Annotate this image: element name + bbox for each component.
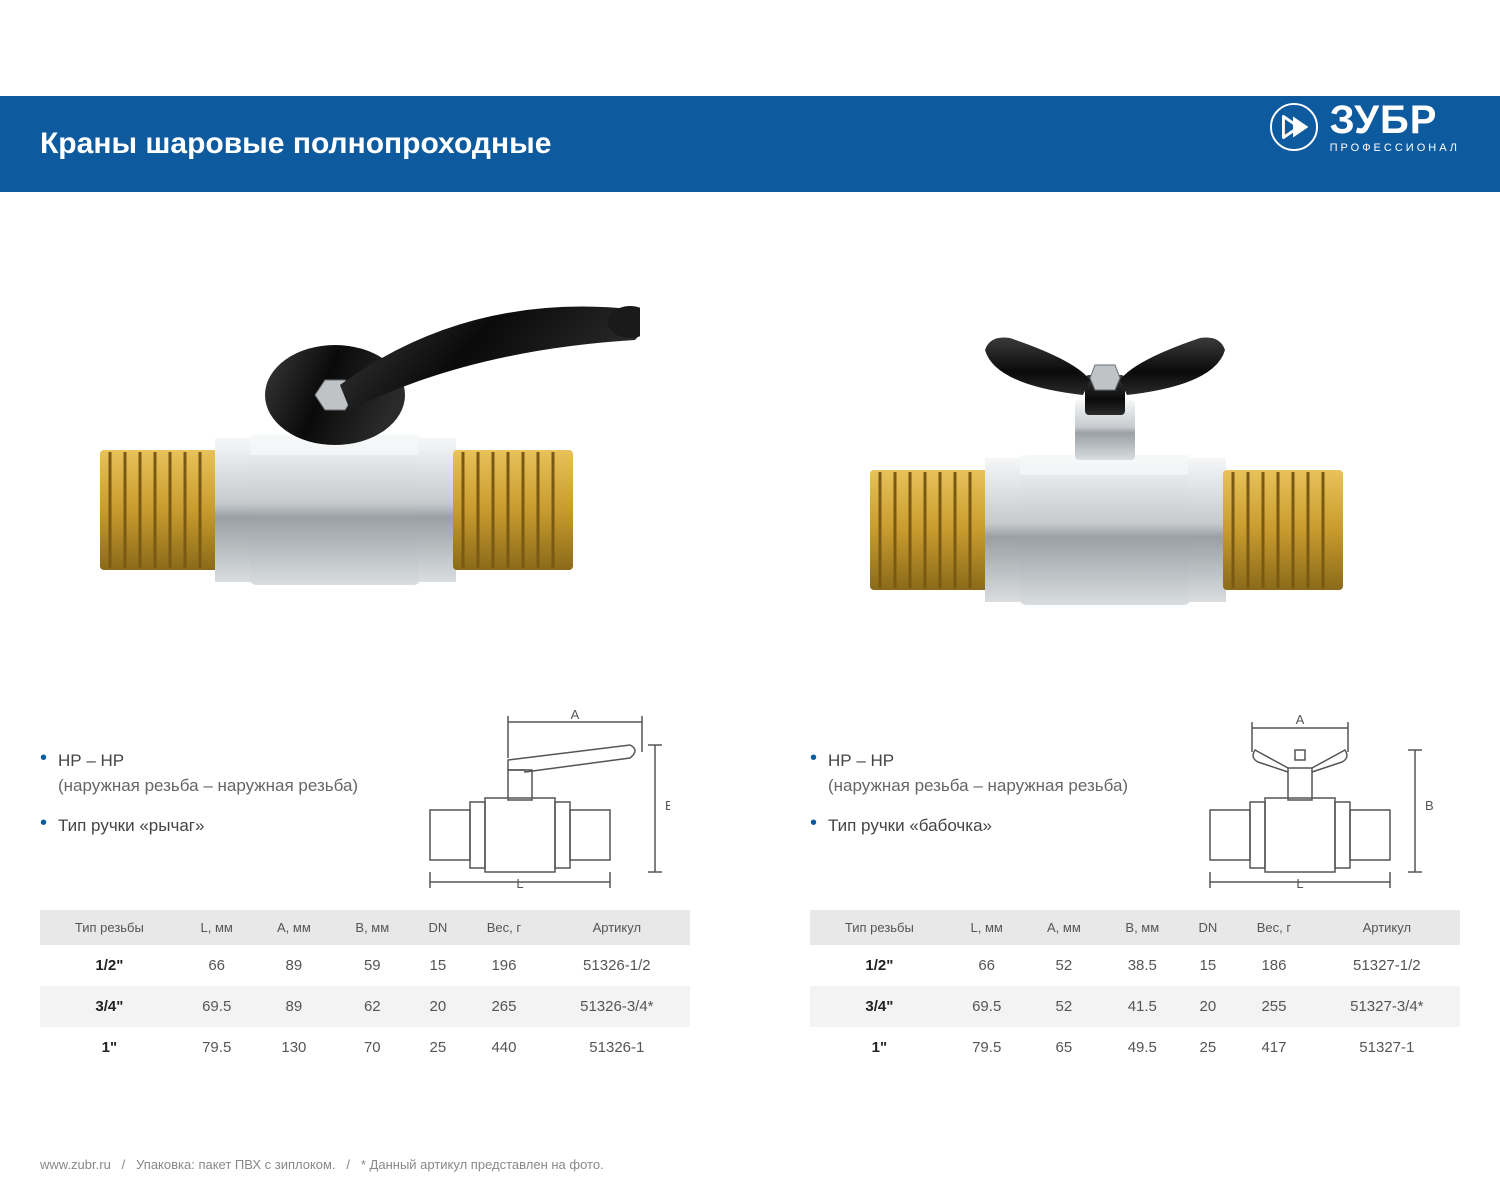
table-row: 1"79.5130702544051326-1 xyxy=(40,1027,690,1068)
footer-note: * Данный артикул представлен на фото. xyxy=(361,1157,604,1172)
conn-sub: (наружная резьба – наружная резьба) xyxy=(58,776,358,795)
svg-text:L: L xyxy=(1296,876,1303,890)
conn-label: НР – НР xyxy=(828,751,894,770)
spec-table-butterfly: Тип резьбыL, мм A, ммB, мм DNВес, г Арти… xyxy=(810,910,1460,1068)
svg-text:L: L xyxy=(516,876,523,890)
table-row: 1/2"6689591519651326-1/2 xyxy=(40,945,690,986)
conn-sub: (наружная резьба – наружная резьба) xyxy=(828,776,1128,795)
valve-photo-lever xyxy=(40,230,690,690)
schematic-butterfly: L A B xyxy=(1160,710,1440,890)
conn-label: НР – НР xyxy=(58,751,124,770)
desc-butterfly: НР – НР (наружная резьба – наружная резь… xyxy=(810,748,1140,853)
brand-sub: ПРОФЕССИОНАЛ xyxy=(1330,142,1460,154)
footer: www.zubr.ru / Упаковка: пакет ПВХ с зипл… xyxy=(40,1157,604,1172)
valve-photo-butterfly xyxy=(810,230,1460,690)
table-row: 1"79.56549.52541751327-1 xyxy=(810,1027,1460,1068)
page-title: Краны шаровые полнопроходные xyxy=(40,127,551,161)
desc-lever: НР – НР (наружная резьба – наружная резь… xyxy=(40,748,370,853)
svg-text:B: B xyxy=(665,798,670,813)
spec-table-lever: Тип резьбыL, мм A, ммB, мм DNВес, г Арти… xyxy=(40,910,690,1068)
content-grid: НР – НР (наружная резьба – наружная резь… xyxy=(40,230,1460,1140)
panel-butterfly: НР – НР (наружная резьба – наружная резь… xyxy=(810,230,1460,1140)
footer-pack: Упаковка: пакет ПВХ с зиплоком. xyxy=(136,1157,335,1172)
table-row: 3/4"69.589622026551326-3/4* xyxy=(40,986,690,1027)
svg-text:B: B xyxy=(1425,798,1434,813)
handle-type-lever: Тип ручки «рычаг» xyxy=(40,813,370,839)
brand-logo: ЗУБР ПРОФЕССИОНАЛ xyxy=(1270,100,1460,154)
brand-name: ЗУБР xyxy=(1330,100,1438,140)
logo-arrows-icon xyxy=(1270,103,1318,151)
table-row: 1/2"665238.51518651327-1/2 xyxy=(810,945,1460,986)
footer-site: www.zubr.ru xyxy=(40,1157,111,1172)
svg-text:A: A xyxy=(571,710,580,722)
svg-text:A: A xyxy=(1296,712,1305,727)
panel-lever: НР – НР (наружная резьба – наружная резь… xyxy=(40,230,690,1140)
schematic-lever: L A B xyxy=(390,710,670,890)
table-row: 3/4"69.55241.52025551327-3/4* xyxy=(810,986,1460,1027)
handle-type-butterfly: Тип ручки «бабочка» xyxy=(810,813,1140,839)
